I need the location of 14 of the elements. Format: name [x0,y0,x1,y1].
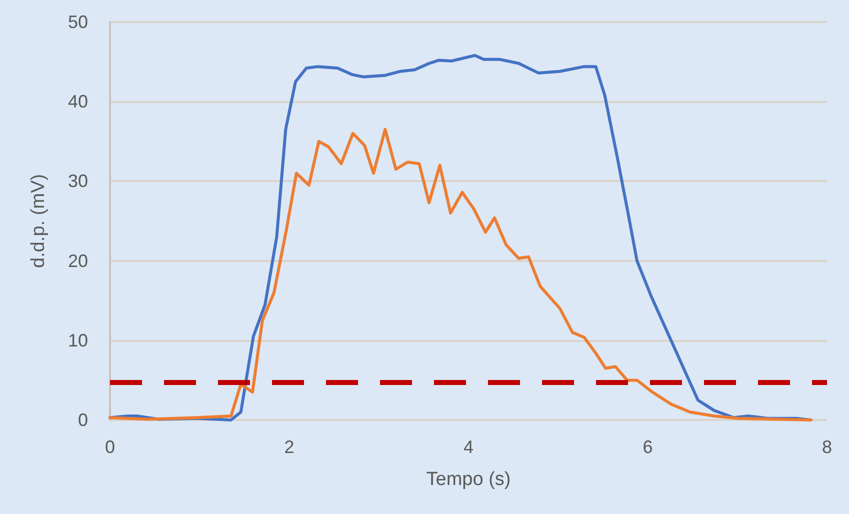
x-tick-label: 2 [284,437,294,457]
line-series [108,128,812,422]
y-tick-label: 10 [68,330,88,350]
y-tick-label: 0 [78,410,88,430]
y-tick-label: 20 [68,250,88,271]
x-tick-label: 8 [822,437,832,457]
x-axis-title: Tempo (s) [426,469,511,490]
x-tick-label: 6 [642,437,653,457]
x-tick-label: 4 [463,437,474,457]
y-axis-title: d.d.p. (mV) [28,174,49,268]
y-tick-label: 40 [68,92,88,112]
x-tick-label: 0 [104,437,116,457]
y-tick-label: 50 [68,12,88,32]
y-tick-label: 30 [68,171,88,192]
